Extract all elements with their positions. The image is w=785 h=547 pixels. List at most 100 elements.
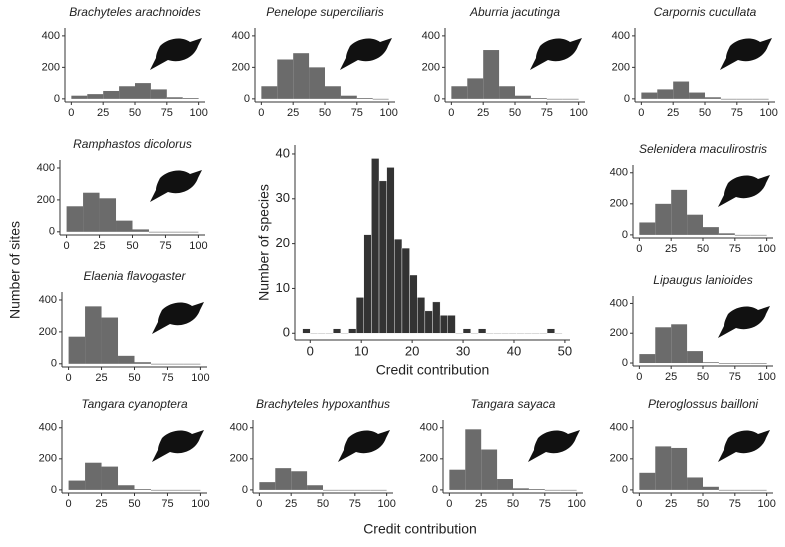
bar (703, 486, 719, 490)
panel-title: Brachyteles arachnoides (69, 5, 200, 19)
bar (530, 98, 547, 99)
x-tick-label: 40 (507, 343, 521, 358)
x-tick-label: 100 (377, 498, 395, 510)
bar (499, 86, 515, 99)
x-tick-label: 100 (757, 498, 775, 510)
y-tick-label: 200 (612, 61, 630, 73)
y-tick-label: 0 (51, 358, 57, 370)
panel-title: Carpornis cucullata (654, 5, 757, 19)
silhouette (340, 38, 392, 70)
y-tick-label: 400 (422, 30, 440, 42)
silhouette (150, 38, 202, 70)
bar (293, 53, 310, 99)
bar (85, 462, 102, 490)
bar (259, 482, 276, 490)
bar (181, 231, 199, 233)
x-tick-label: 0 (258, 107, 264, 119)
y-tick-label: 400 (610, 167, 628, 179)
bar (531, 333, 540, 335)
bar (734, 234, 751, 236)
bar (750, 363, 767, 364)
bar (134, 489, 151, 490)
x-tick-label: 25 (665, 243, 677, 255)
bar (132, 229, 149, 232)
bar (261, 86, 278, 99)
bar (562, 98, 579, 100)
bar (734, 489, 751, 491)
bar (323, 489, 339, 491)
bar (370, 489, 387, 491)
x-tick-label: 50 (129, 107, 141, 119)
x-tick-label: 100 (189, 240, 207, 252)
x-tick-label: 25 (97, 107, 109, 119)
bar (340, 333, 349, 335)
bar (467, 78, 484, 99)
x-tick-label: 100 (759, 107, 777, 119)
x-tick-label: 75 (729, 498, 741, 510)
x-tick-label: 75 (159, 240, 171, 252)
x-tick-label: 0 (64, 240, 70, 252)
x-tick-label: 50 (697, 498, 709, 510)
bar (183, 363, 201, 365)
bar (639, 472, 656, 490)
bar (750, 234, 767, 236)
bar (71, 95, 88, 99)
bar (501, 333, 510, 335)
x-tick-label: 0 (307, 343, 314, 358)
panel-title: Lipaugus lanioides (653, 273, 752, 287)
x-tick-label: 75 (729, 371, 741, 383)
bar (101, 317, 119, 364)
bar (546, 328, 555, 334)
bar (720, 98, 737, 100)
x-tick-label: 0 (256, 498, 262, 510)
x-tick-label: 50 (697, 371, 709, 383)
panel-title: Aburria jacutinga (469, 5, 560, 19)
y-tick-label: 0 (622, 229, 628, 241)
x-tick-label: 0 (638, 107, 644, 119)
x-tick-label: 25 (665, 371, 677, 383)
x-tick-label: 75 (161, 372, 173, 384)
bar (150, 489, 168, 491)
bar (119, 86, 135, 99)
bar (483, 50, 500, 99)
y-tick-label: 200 (422, 61, 440, 73)
bar (401, 247, 410, 334)
bar (554, 333, 563, 335)
bar (736, 98, 753, 100)
x-tick-label: 50 (558, 343, 572, 358)
bar (478, 328, 487, 334)
bar (118, 355, 135, 364)
x-tick-label: 100 (757, 371, 775, 383)
y-tick-label: 400 (39, 422, 57, 434)
bar (307, 485, 323, 490)
bar (455, 333, 464, 335)
bar (378, 180, 387, 334)
x-tick-label: 100 (569, 107, 587, 119)
y-axis-label: Number of species (256, 184, 272, 301)
y-tick-label: 200 (37, 194, 55, 206)
x-tick-label: 100 (379, 107, 397, 119)
y-tick-label: 400 (610, 297, 628, 309)
x-tick-label: 0 (636, 371, 642, 383)
bar (485, 333, 494, 335)
bar (560, 489, 577, 491)
bar (277, 59, 294, 99)
bar (85, 306, 102, 364)
x-tick-label: 0 (68, 107, 74, 119)
bar (523, 333, 533, 335)
bar (516, 333, 525, 335)
x-tick-label: 0 (636, 243, 642, 255)
bar (718, 233, 735, 235)
y-tick-label: 0 (283, 325, 290, 340)
y-tick-label: 200 (39, 453, 57, 465)
bar (148, 231, 166, 233)
y-tick-label: 400 (39, 294, 57, 306)
bar (325, 86, 341, 99)
x-tick-label: 50 (699, 107, 711, 119)
y-tick-label: 0 (624, 93, 630, 105)
bar (325, 333, 334, 335)
x-tick-label: 0 (448, 107, 454, 119)
bar (687, 214, 703, 235)
y-tick-label: 400 (420, 422, 438, 434)
bar (275, 468, 292, 490)
